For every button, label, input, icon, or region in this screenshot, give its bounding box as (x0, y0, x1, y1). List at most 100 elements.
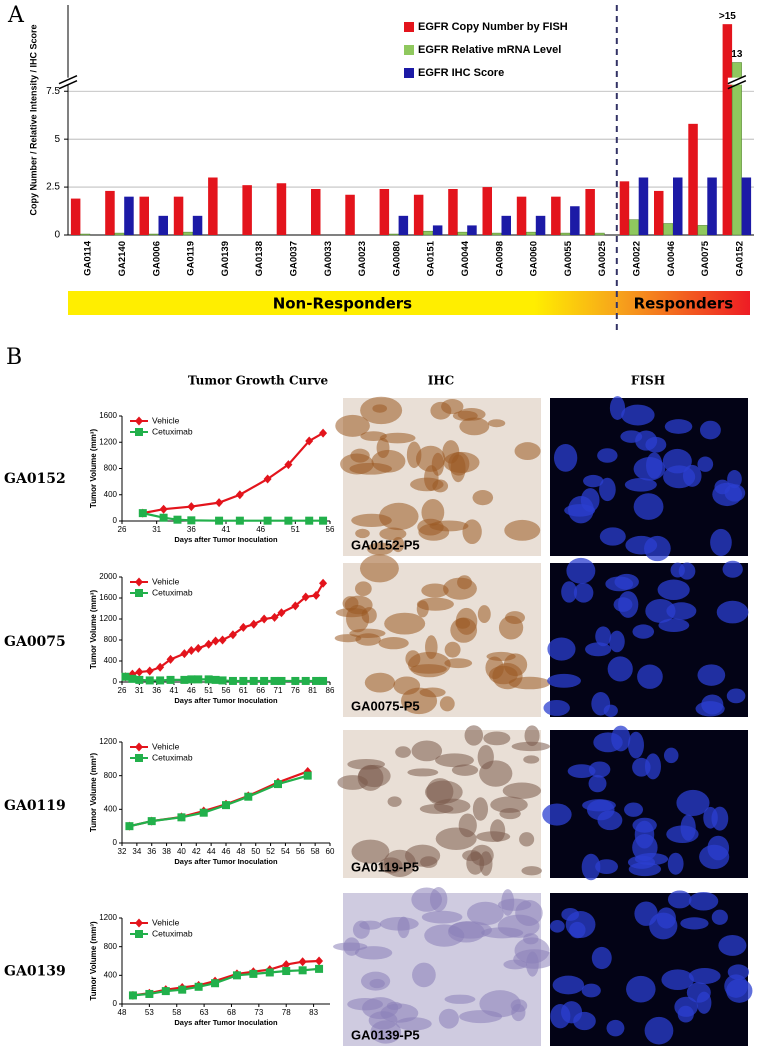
marker (282, 967, 291, 976)
y-tick-label: 1200 (99, 614, 117, 623)
fish-nucleus (573, 1011, 596, 1031)
ihc-cell (366, 542, 394, 556)
legend-label: EGFR Copy Number by FISH (418, 21, 568, 33)
ihc-cell (510, 999, 528, 1013)
ihc-cell (355, 581, 372, 597)
y-tick-label: 0 (54, 230, 60, 241)
y-tick-label: 1200 (99, 737, 117, 746)
fish-nucleus (588, 774, 607, 793)
column-header: FISH (631, 374, 665, 388)
fish-nucleus (552, 975, 585, 995)
marker (135, 589, 143, 597)
x-tick-label: 63 (200, 1008, 209, 1017)
marker (228, 630, 237, 640)
group-label: Responders (634, 295, 734, 313)
x-tick-label: 46 (187, 686, 196, 695)
x-tick-label: 81 (308, 686, 317, 695)
fish-nucleus (603, 704, 618, 717)
group-label: Non-Responders (273, 295, 412, 313)
marker (270, 612, 279, 622)
bar (242, 185, 252, 235)
marker (161, 987, 170, 996)
marker (145, 989, 154, 998)
marker (301, 676, 310, 685)
marker (187, 646, 196, 655)
legend-label: EGFR IHC Score (418, 67, 504, 79)
ihc-cell (421, 583, 449, 598)
marker (128, 991, 137, 1000)
y-tick-label: 800 (104, 942, 118, 951)
ihc-cell (421, 910, 463, 924)
fish-nucleus (566, 557, 596, 584)
marker (199, 808, 208, 817)
ihc-cell (466, 851, 485, 875)
bar (114, 232, 125, 236)
ihc-cell (497, 914, 540, 938)
x-tick-label: GA0139 (220, 241, 231, 276)
marker (282, 960, 291, 970)
axis-break (58, 79, 78, 90)
fish-nucleus (626, 975, 656, 1003)
marker (211, 979, 220, 988)
marker (166, 675, 175, 684)
bar (585, 189, 595, 235)
ihc-cell (502, 782, 542, 799)
ihc-cell (364, 672, 396, 693)
bar (688, 123, 698, 235)
ihc-cell (490, 796, 528, 813)
legend-label: Cetuximab (152, 752, 193, 762)
ihc-cell (359, 554, 399, 583)
bar (731, 62, 742, 236)
x-tick-label: 36 (147, 847, 156, 856)
ihc-cell (435, 827, 477, 850)
legend-swatch (404, 68, 414, 78)
fish-nucleus (606, 1019, 625, 1037)
marker (235, 516, 244, 525)
bar (467, 225, 477, 235)
marker (263, 516, 272, 525)
ihc-cell (472, 490, 494, 506)
fish-nucleus (547, 673, 581, 688)
legend-swatch (404, 45, 414, 55)
ihc-cell (351, 839, 390, 864)
marker (194, 643, 203, 653)
y-tick-label: 5 (54, 134, 60, 145)
marker (218, 635, 227, 645)
marker (156, 676, 165, 685)
x-tick-label: 26 (118, 525, 127, 534)
bar (423, 230, 434, 236)
image-label: GA0075-P5 (351, 698, 420, 713)
axis-break (727, 79, 747, 90)
marker (239, 676, 248, 685)
ihc-cell (459, 1010, 503, 1024)
ihc-cell (343, 937, 360, 956)
fish-nucleus (632, 817, 657, 833)
legend-label: Cetuximab (152, 426, 193, 436)
marker (204, 639, 213, 649)
x-axis-label: Days after Tumor Inoculation (174, 535, 278, 544)
marker (156, 662, 165, 672)
bar (173, 196, 184, 235)
ihc-cell (479, 851, 493, 876)
marker (177, 813, 186, 822)
fish-nucleus (624, 477, 657, 492)
marker (135, 742, 143, 752)
fish-nucleus (724, 484, 746, 502)
y-axis-label: Tumor Volume (mm³) (89, 429, 98, 509)
marker (303, 771, 312, 780)
fish-nucleus (550, 1004, 571, 1029)
legend-label: Vehicle (152, 576, 180, 586)
fish-nucleus (543, 699, 570, 716)
ihc-cell (519, 832, 535, 847)
fish-nucleus (718, 934, 747, 956)
y-tick-label: 1600 (99, 593, 117, 602)
fish-nucleus (663, 747, 679, 764)
fish-nucleus (597, 448, 618, 463)
panel-label: B (6, 345, 22, 370)
x-tick-label: 86 (326, 686, 335, 695)
fish-nucleus (727, 964, 750, 980)
bar (491, 232, 502, 236)
x-tick-label: 46 (256, 525, 265, 534)
bar (398, 215, 409, 235)
marker (147, 817, 156, 826)
